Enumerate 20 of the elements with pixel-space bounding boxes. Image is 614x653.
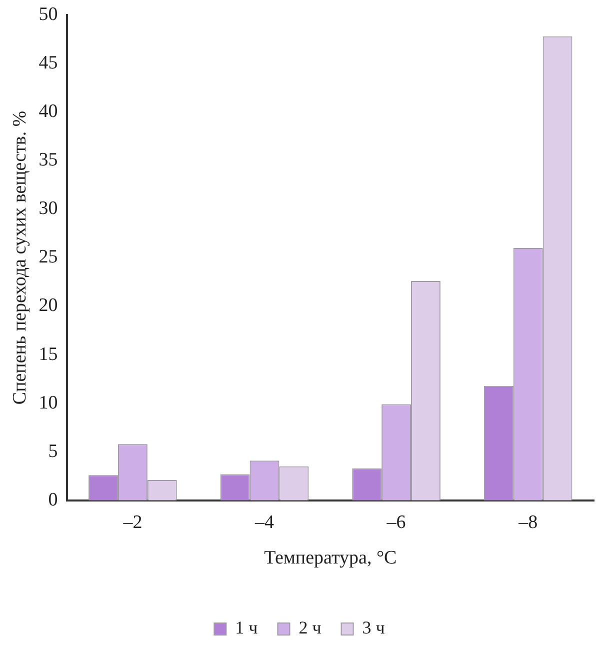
- y-tick-label: 30: [38, 198, 58, 220]
- y-tick-label: 35: [38, 150, 58, 171]
- y-tick-label: 10: [38, 392, 58, 414]
- x-tick-label: –8: [518, 512, 538, 533]
- y-tick-label: 25: [38, 246, 58, 268]
- y-tick-label: 40: [38, 101, 58, 122]
- x-tick-label: –4: [254, 512, 274, 533]
- legend-label: 2 ч: [298, 618, 322, 638]
- y-tick-label: 0: [48, 489, 58, 510]
- legend-label: 1 ч: [235, 618, 258, 638]
- y-tick-label: 45: [38, 52, 58, 74]
- x-axis-title: Температура, °C: [264, 548, 397, 569]
- y-tick-label: 50: [38, 4, 58, 25]
- y-tick-label: 20: [38, 295, 58, 316]
- x-tick-label: –6: [386, 512, 406, 533]
- x-tick-label: –2: [122, 512, 142, 533]
- y-tick-label: 5: [48, 440, 58, 462]
- y-tick-label: 15: [38, 344, 58, 365]
- y-axis-title: Спепень перехода сухих веществ. %: [9, 110, 30, 405]
- legend-label: 3 ч: [362, 618, 385, 638]
